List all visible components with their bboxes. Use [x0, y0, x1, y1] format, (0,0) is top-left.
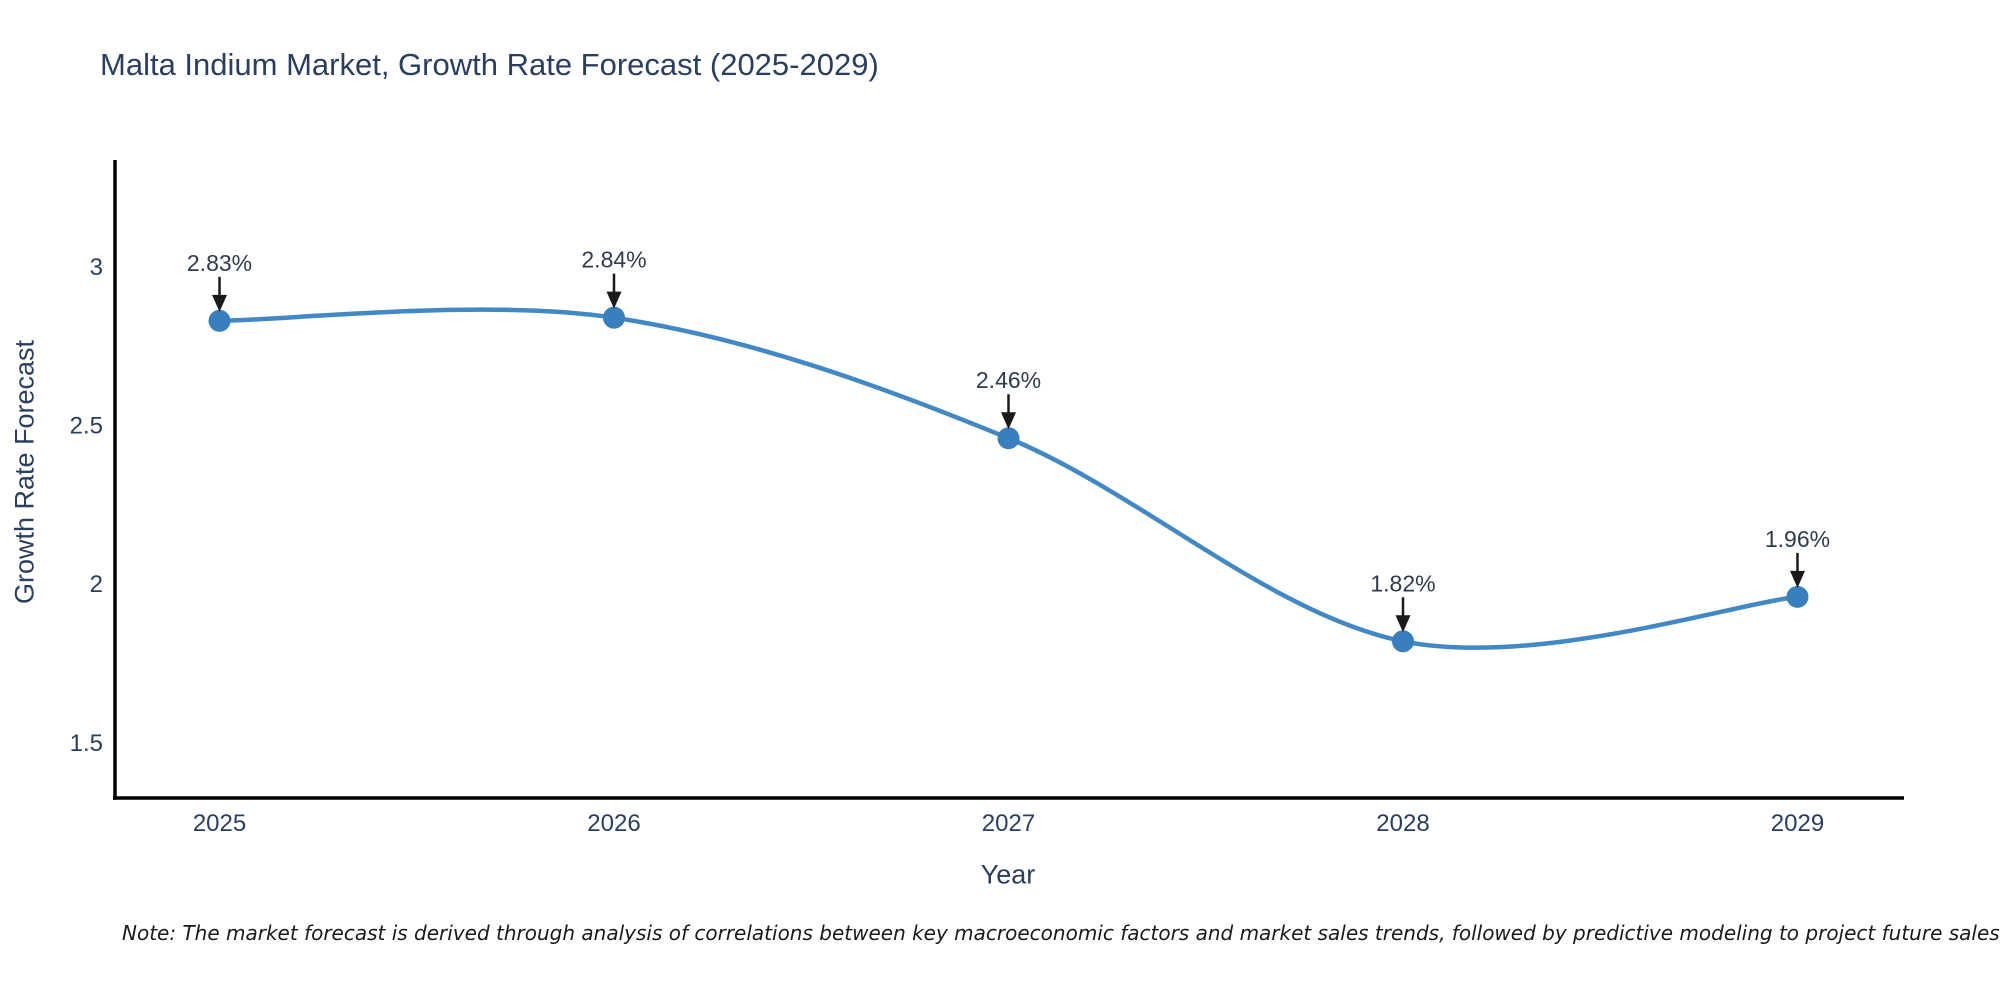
forecast-line	[217, 307, 1800, 650]
x-tick-label: 2026	[587, 810, 640, 837]
y-tick-label: 1.5	[70, 730, 103, 757]
y-axis-title: Growth Rate Forecast	[9, 339, 40, 605]
annotation-arrowhead-icon	[606, 291, 622, 309]
data-point-marker	[208, 309, 231, 332]
annotation-arrowhead-icon	[1395, 615, 1411, 633]
x-tick-label: 2025	[193, 810, 246, 837]
x-tick-label: 2028	[1376, 810, 1429, 837]
y-tick-label: 3	[90, 254, 103, 281]
point-label: 2.84%	[581, 247, 646, 273]
point-label: 1.96%	[1765, 526, 1830, 552]
data-point-marker	[997, 427, 1020, 450]
point-label: 2.46%	[976, 367, 1041, 393]
x-axis-title: Year	[980, 859, 1036, 890]
data-point-marker	[603, 306, 626, 329]
chart-title: Malta Indium Market, Growth Rate Forecas…	[100, 47, 879, 82]
footnote: Note: The market forecast is derived thr…	[122, 921, 2000, 945]
annotation-arrowhead-icon	[212, 294, 228, 312]
x-tick-label: 2027	[982, 810, 1035, 837]
data-point-marker	[1391, 630, 1414, 653]
annotation-arrowhead-icon	[1001, 412, 1016, 430]
point-label: 2.83%	[187, 250, 252, 276]
x-tick-label: 2029	[1771, 810, 1824, 837]
annotation-arrowhead-icon	[1789, 570, 1805, 588]
point-label: 1.82%	[1370, 570, 1435, 596]
data-point-marker	[1786, 585, 1809, 608]
y-tick-label: 2.5	[70, 413, 103, 440]
y-tick-label: 2	[90, 571, 103, 598]
